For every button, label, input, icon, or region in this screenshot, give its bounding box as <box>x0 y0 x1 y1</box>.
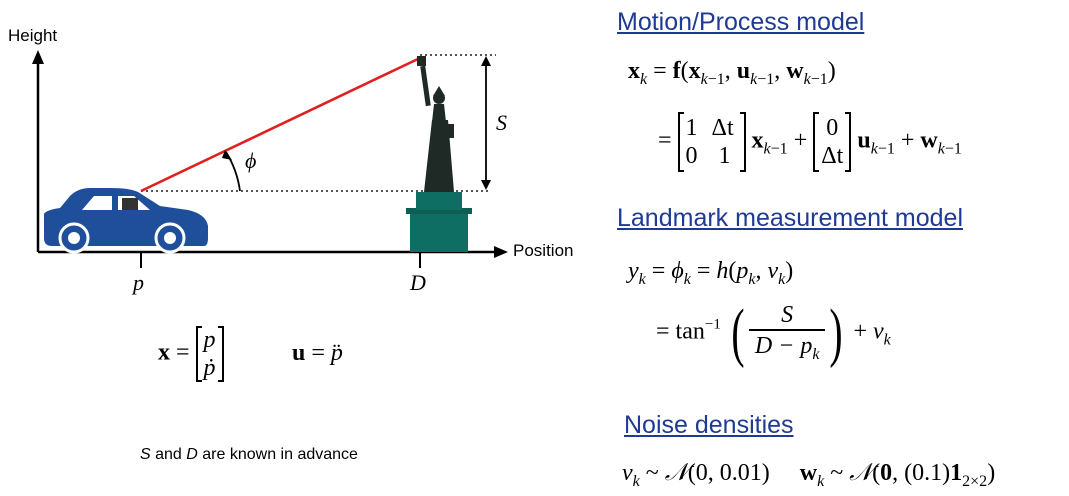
noise-title: Noise densities <box>624 411 794 439</box>
landmark-position-label: D <box>410 270 426 295</box>
tan-inverse-sup: −1 <box>704 316 721 333</box>
motion-lhs-sub: k <box>640 71 648 88</box>
input-definition: u = p̈ <box>292 340 343 366</box>
height-arrow-bottom <box>481 180 491 190</box>
known-note-s: S <box>140 446 151 463</box>
fraction-denominator: D − p <box>754 333 813 359</box>
known-note-and: and <box>150 446 187 463</box>
noise-w-dist: (0.1) <box>904 460 951 486</box>
state-vector-pdot: ṗ <box>203 355 216 381</box>
car-position-label: p <box>133 270 144 295</box>
measurement-equation-line2: = tan−1 (S D − pk) + vk <box>656 296 891 369</box>
matrix-a-12: Δt <box>711 115 734 141</box>
noise-equations: vk ~ 𝒩(0, 0.01) wk ~ 𝒩(0, (0.1)12×2) <box>622 460 996 490</box>
tan-function: tan <box>675 318 705 345</box>
state-vector-p: p <box>203 327 216 353</box>
known-note-d: D <box>186 446 198 463</box>
measurement-model-title: Landmark measurement model <box>617 204 963 232</box>
height-label: S <box>496 110 507 135</box>
motion-lhs: x <box>628 58 640 84</box>
measurement-equation-line1: yk = ϕk = h(pk, vk) <box>628 258 794 288</box>
input-u-value: p̈ <box>330 340 343 366</box>
diagram-canvas <box>32 50 508 268</box>
car-icon <box>44 188 208 254</box>
angle-arrowhead <box>222 150 232 160</box>
matrix-b: 0 Δt <box>813 112 852 172</box>
angle-label: ϕ <box>245 148 257 173</box>
noise-v-dist: (0, 0.01) <box>687 460 770 486</box>
measurement-y: y <box>628 258 639 284</box>
height-arrow-top <box>481 56 491 66</box>
matrix-b-2: Δt <box>821 143 844 169</box>
matrix-a-11: 1 <box>685 115 698 141</box>
known-note: S and D are known in advance <box>140 446 358 464</box>
y-axis-arrow <box>32 50 44 64</box>
state-x-symbol: x <box>158 339 170 366</box>
state-vector: p ṗ <box>195 326 224 382</box>
motion-equation-line1: xk = f(xk−1, uk−1, wk−1) <box>628 58 836 88</box>
fraction-numerator: S <box>781 302 794 328</box>
statue-of-liberty-icon <box>406 56 472 252</box>
motion-model-title: Motion/Process model <box>617 8 865 36</box>
state-definition: x = p ṗ <box>158 326 224 382</box>
axis-x-label: Position <box>513 241 574 260</box>
matrix-a-22: 1 <box>718 143 731 169</box>
input-u-symbol: u <box>292 340 306 366</box>
noise-w-sub: 2×2 <box>962 473 988 490</box>
matrix-b-1: 0 <box>826 115 839 141</box>
axis-y-label: Height <box>8 26 58 45</box>
known-note-rest: are known in advance <box>197 446 358 463</box>
x-axis-arrow <box>494 246 508 258</box>
line-of-sight <box>140 56 421 193</box>
matrix-a-21: 0 <box>685 143 698 169</box>
